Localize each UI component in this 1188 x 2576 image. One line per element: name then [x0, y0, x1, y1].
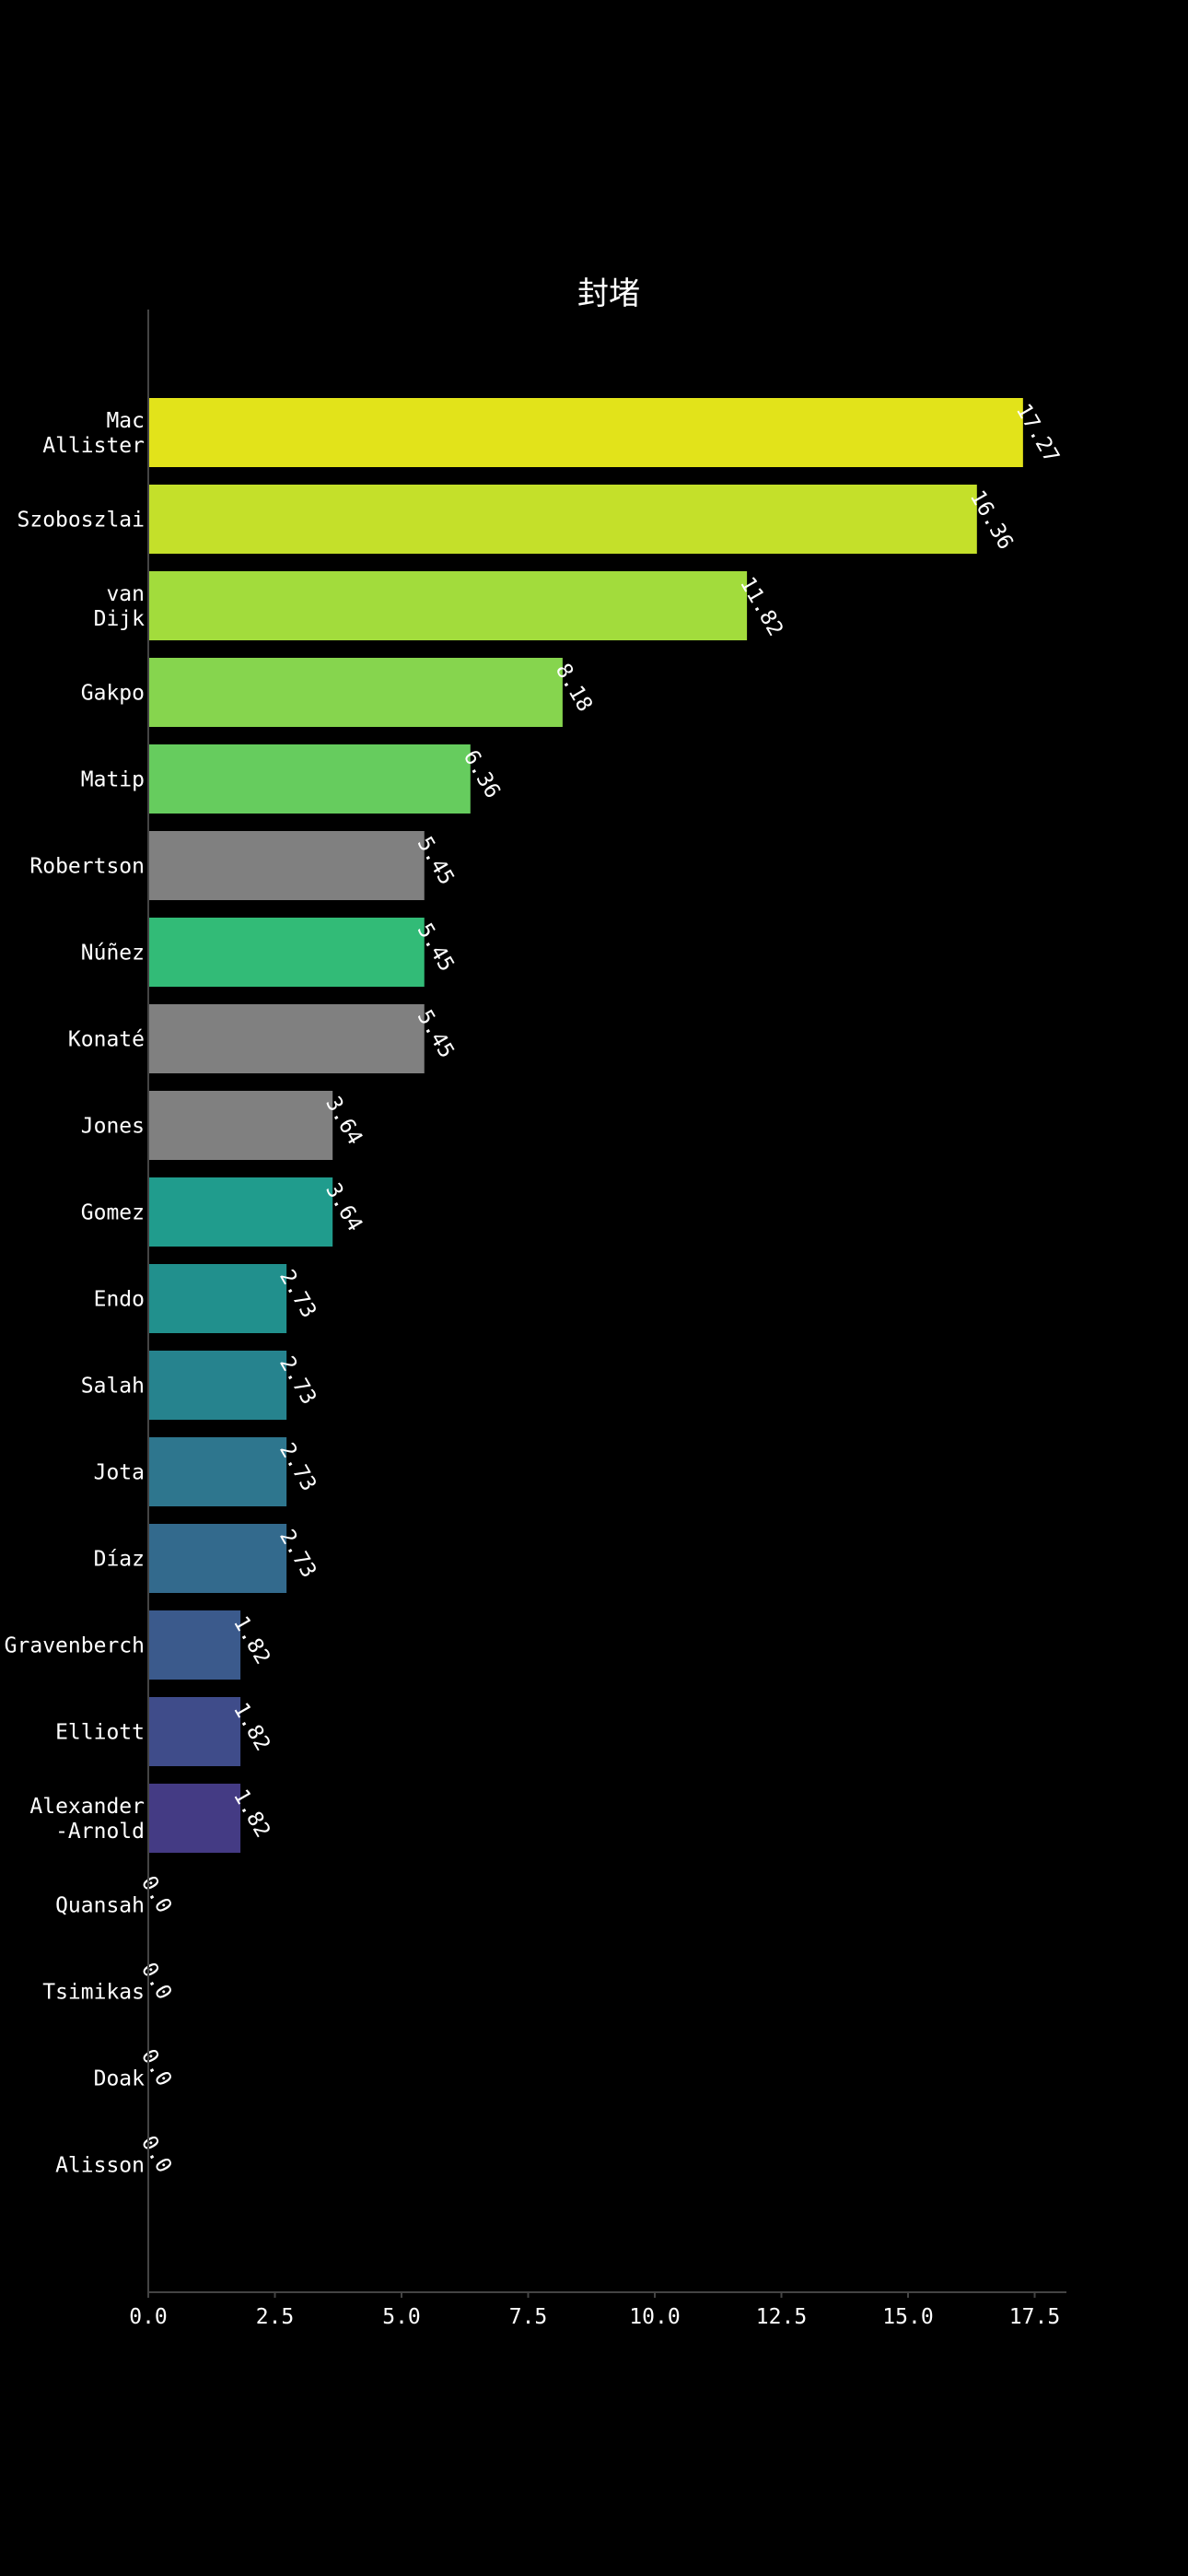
category-label-line: Allister: [42, 434, 145, 458]
bar: [148, 1177, 333, 1247]
bar: [148, 571, 748, 640]
category-label-line: Salah: [81, 1375, 145, 1399]
category-label: Núñez: [81, 942, 145, 966]
category-label-line: Matip: [81, 768, 145, 792]
category-label: Gakpo: [81, 682, 145, 706]
category-label: Quansah: [55, 1894, 145, 1918]
category-label-line: Gakpo: [81, 682, 145, 706]
bar: [148, 1437, 287, 1506]
bar: [148, 1524, 287, 1593]
category-label-line: Díaz: [94, 1548, 145, 1572]
x-tick-label: 10.0: [629, 2305, 680, 2329]
bar: [148, 1697, 241, 1766]
category-label: Elliott: [55, 1721, 145, 1745]
category-label: Gomez: [81, 1201, 145, 1225]
category-label-line: Tsimikas: [42, 1981, 145, 2005]
category-label: Doak: [94, 2067, 146, 2091]
x-tick-label: 5.0: [382, 2305, 421, 2329]
category-label-line: Jota: [94, 1461, 145, 1485]
category-label-line: Alisson: [55, 2154, 145, 2178]
bar: [148, 1264, 287, 1333]
bar: [148, 1091, 333, 1160]
category-label: Jota: [94, 1461, 145, 1485]
x-tick-label: 17.5: [1009, 2305, 1060, 2329]
category-label: Gravenberch: [5, 1634, 145, 1658]
category-label-line: Elliott: [55, 1721, 145, 1745]
category-label: Matip: [81, 768, 145, 792]
category-label-line: Dijk: [94, 607, 146, 631]
category-label-line: Endo: [94, 1288, 145, 1312]
category-label-line: Doak: [94, 2067, 146, 2091]
bar: [148, 831, 425, 900]
category-label: Szoboszlai: [17, 509, 145, 533]
category-label: Endo: [94, 1288, 145, 1312]
category-label-line: Szoboszlai: [17, 509, 145, 533]
x-tick-label: 7.5: [509, 2305, 548, 2329]
bar: [148, 744, 471, 814]
category-label: Alexander -Arnold: [29, 1795, 145, 1844]
category-label: Jones: [81, 1115, 145, 1139]
chart-title: 封堵: [577, 275, 640, 312]
category-labels: Mac Allister Szoboszlai van Dijk Gakpo Matip Ro…: [5, 409, 145, 2178]
category-label-line: Robertson: [29, 855, 145, 879]
category-label-line: -Arnold: [55, 1820, 145, 1844]
category-label: Salah: [81, 1375, 145, 1399]
bar: [148, 485, 977, 554]
category-label-line: Jones: [81, 1115, 145, 1139]
category-label-line: Alexander: [29, 1795, 145, 1819]
bar: [148, 658, 563, 727]
bars-group: [148, 398, 1023, 1853]
bar: [148, 918, 425, 987]
category-label: Konaté: [68, 1028, 145, 1052]
category-label-line: Núñez: [81, 942, 145, 966]
bar: [148, 1351, 287, 1420]
bar: [148, 1784, 241, 1853]
bar: [148, 1610, 241, 1680]
category-label: Robertson: [29, 855, 145, 879]
category-label-line: van: [106, 582, 145, 606]
category-label: Mac Allister: [42, 409, 145, 458]
x-tick-label: 0.0: [129, 2305, 168, 2329]
x-tick-label: 2.5: [256, 2305, 295, 2329]
category-label: Alisson: [55, 2154, 145, 2178]
category-label: Tsimikas: [42, 1981, 145, 2005]
x-tick-label: 15.0: [882, 2305, 933, 2329]
category-label-line: Quansah: [55, 1894, 145, 1918]
bar: [148, 398, 1023, 467]
bar: [148, 1004, 425, 1073]
category-label-line: Mac: [106, 409, 145, 433]
x-tick-label: 12.5: [756, 2305, 807, 2329]
category-label: Díaz: [94, 1548, 145, 1572]
category-label: van Dijk: [94, 582, 146, 631]
category-label-line: Konaté: [68, 1028, 145, 1052]
x-axis-ticks: 0.0 2.5 5.0 7.5 10.0 12.5 15.0 17.5: [129, 2292, 1060, 2329]
category-label-line: Gomez: [81, 1201, 145, 1225]
category-label-line: Gravenberch: [5, 1634, 145, 1658]
